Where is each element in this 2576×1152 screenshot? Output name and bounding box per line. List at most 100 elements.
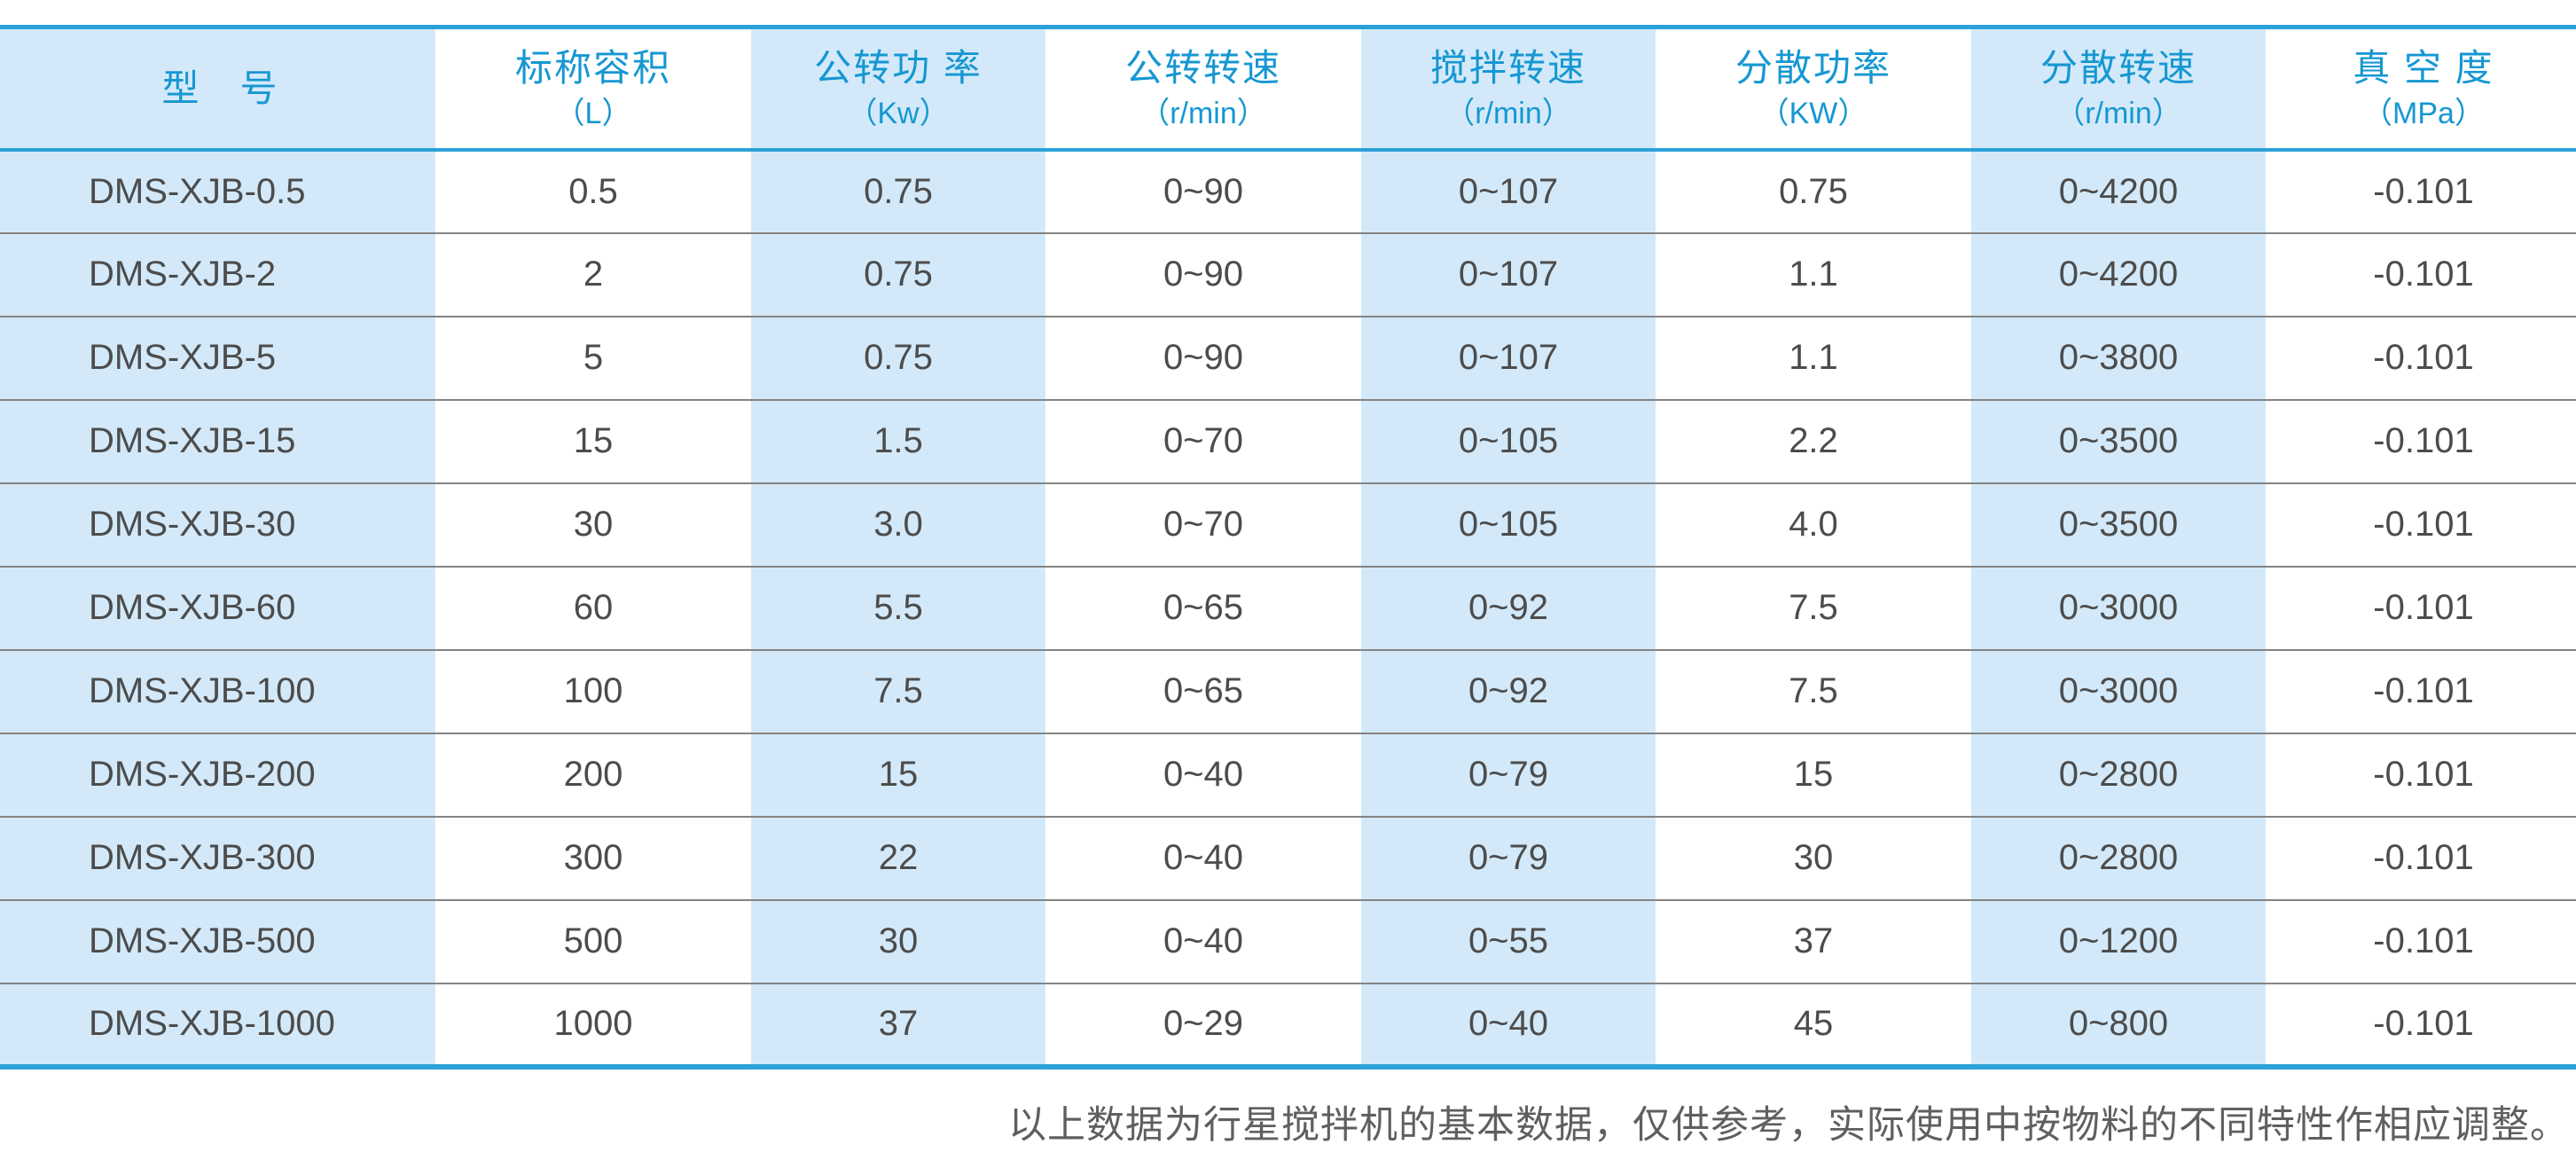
- column-unit: （r/min）: [1445, 97, 1572, 131]
- value-cell: 0~3800: [1966, 316, 2271, 400]
- table-row: DMS-XJB-100 100 7.5 0~65 0~92 7.5 0~3000 -0.101: [0, 649, 2576, 733]
- column-unit: （KW）: [1758, 97, 1868, 131]
- value-cell: 60: [573, 588, 614, 627]
- value-cell: 0~70: [1163, 421, 1244, 460]
- column-label: 公转转速: [1124, 46, 1281, 89]
- value-cell: 2: [583, 255, 604, 294]
- value-cell: 45: [1793, 1004, 1834, 1043]
- value-cell: 0.75: [746, 232, 1051, 317]
- value-cell: 1.1: [1789, 338, 1838, 377]
- value-cell: 30: [1793, 838, 1834, 877]
- value-cell: 0~4200: [1966, 232, 2271, 317]
- value-cell: 2.2: [1789, 421, 1838, 460]
- table-row: DMS-XJB-2 2 0.75 0~90 0~107 1.1 0~4200 -0.101: [0, 232, 2576, 317]
- value-cell: 0~107: [1356, 149, 1661, 233]
- value-cell: 30: [746, 899, 1051, 984]
- column-header-3: 公转功 率 （Kw）: [746, 27, 1051, 150]
- table-row: DMS-XJB-500 500 30 0~40 0~55 37 0~1200 -0.101: [0, 899, 2576, 984]
- value-cell: 1.5: [746, 399, 1051, 483]
- value-cell: 0~90: [1163, 171, 1244, 211]
- column-header-6: 分散功率 （KW）: [1661, 27, 1966, 150]
- value-cell: -0.101: [2373, 421, 2474, 460]
- value-cell: -0.101: [2373, 671, 2474, 710]
- value-cell: 1000: [553, 1004, 633, 1043]
- value-cell: 0~105: [1356, 482, 1661, 567]
- value-cell: -0.101: [2373, 1004, 2474, 1043]
- value-cell: 0~3500: [1966, 399, 2271, 483]
- column-label: 搅拌转速: [1429, 46, 1586, 89]
- table-row: DMS-XJB-5 5 0.75 0~90 0~107 1.1 0~3800 -0.101: [0, 316, 2576, 400]
- value-cell: 0~79: [1356, 816, 1661, 900]
- model-cell: DMS-XJB-30: [0, 482, 441, 567]
- value-cell: 0~2800: [1966, 816, 2271, 900]
- value-cell: 0~29: [1163, 1004, 1244, 1043]
- value-cell: 0.5: [568, 171, 618, 211]
- column-label: 公转功 率: [814, 46, 983, 89]
- model-cell: DMS-XJB-2: [0, 232, 441, 317]
- value-cell: 0.75: [746, 149, 1051, 233]
- value-cell: 0~3000: [1966, 649, 2271, 733]
- model-cell: DMS-XJB-100: [0, 649, 441, 733]
- table-row: DMS-XJB-60 60 5.5 0~65 0~92 7.5 0~3000 -0.101: [0, 566, 2576, 650]
- table-row: DMS-XJB-0.5 0.5 0.75 0~90 0~107 0.75 0~4200 -0.…: [0, 149, 2576, 233]
- value-cell: 37: [1793, 921, 1834, 960]
- model-cell: DMS-XJB-0.5: [0, 149, 441, 233]
- column-unit: （L）: [554, 97, 632, 131]
- column-unit: （Kw）: [847, 97, 950, 131]
- table-row: DMS-XJB-300 300 22 0~40 0~79 30 0~2800 -0.101: [0, 816, 2576, 900]
- value-cell: 5: [583, 338, 604, 377]
- value-cell: -0.101: [2373, 255, 2474, 294]
- value-cell: 300: [563, 838, 623, 877]
- column-label: 分散转速: [2040, 46, 2196, 89]
- model-cell: DMS-XJB-15: [0, 399, 441, 483]
- value-cell: 37: [746, 983, 1051, 1067]
- value-cell: 4.0: [1789, 505, 1838, 544]
- value-cell: 30: [573, 505, 614, 544]
- value-cell: 0~3500: [1966, 482, 2271, 567]
- value-cell: 7.5: [1789, 588, 1838, 627]
- model-cell: DMS-XJB-200: [0, 733, 441, 817]
- column-label: 标称容积: [514, 46, 671, 89]
- value-cell: 5.5: [746, 566, 1051, 650]
- column-header-5: 搅拌转速 （r/min）: [1356, 27, 1661, 150]
- spec-table-header: 型 号 标称容积 （L） 公转功 率 （Kw） 公转转速 （r/min） 搅拌转速 （r/min…: [0, 27, 2576, 150]
- model-cell: DMS-XJB-5: [0, 316, 441, 400]
- table-row: DMS-XJB-15 15 1.5 0~70 0~105 2.2 0~3500 -0.101: [0, 399, 2576, 483]
- value-cell: 3.0: [746, 482, 1051, 567]
- value-cell: 0~90: [1163, 338, 1244, 377]
- value-cell: -0.101: [2373, 588, 2474, 627]
- value-cell: 0~65: [1163, 671, 1244, 710]
- column-header-1: 型 号: [0, 27, 441, 150]
- value-cell: 0~107: [1356, 316, 1661, 400]
- value-cell: 0~65: [1163, 588, 1244, 627]
- value-cell: 100: [563, 671, 623, 710]
- value-cell: 0~1200: [1966, 899, 2271, 984]
- value-cell: 0~40: [1163, 755, 1244, 794]
- value-cell: 0~55: [1356, 899, 1661, 984]
- value-cell: 0~79: [1356, 733, 1661, 817]
- value-cell: 0~800: [1966, 983, 2271, 1067]
- value-cell: 0~105: [1356, 399, 1661, 483]
- model-cell: DMS-XJB-60: [0, 566, 441, 650]
- value-cell: 15: [573, 421, 614, 460]
- value-cell: 0~92: [1356, 566, 1661, 650]
- column-label: 真 空 度: [2353, 46, 2494, 89]
- value-cell: -0.101: [2373, 921, 2474, 960]
- value-cell: 0~40: [1356, 983, 1661, 1067]
- column-header-7: 分散转速 （r/min）: [1966, 27, 2271, 150]
- value-cell: 1.1: [1789, 255, 1838, 294]
- value-cell: -0.101: [2373, 505, 2474, 544]
- value-cell: 0~4200: [1966, 149, 2271, 233]
- value-cell: 15: [1793, 755, 1834, 794]
- value-cell: 0~107: [1356, 232, 1661, 317]
- value-cell: 200: [563, 755, 623, 794]
- value-cell: 7.5: [1789, 671, 1838, 710]
- footnote-text: 以上数据为行星搅拌机的基本数据，仅供参考，实际使用中按物料的不同特性作相应调整。: [1008, 1103, 2569, 1148]
- column-header-2: 标称容积 （L）: [441, 27, 746, 150]
- table-row: DMS-XJB-200 200 15 0~40 0~79 15 0~2800 -0.101: [0, 733, 2576, 817]
- column-unit: （r/min）: [1139, 97, 1267, 131]
- value-cell: 500: [563, 921, 623, 960]
- value-cell: 0.75: [746, 316, 1051, 400]
- model-cell: DMS-XJB-300: [0, 816, 441, 900]
- value-cell: 0~70: [1163, 505, 1244, 544]
